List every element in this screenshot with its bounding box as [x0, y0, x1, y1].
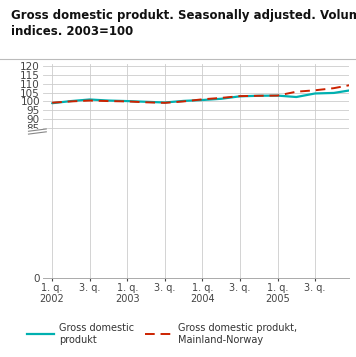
- Gross domestic
produkt: [200, 98, 204, 102]
- Gross domestic produkt,
Mainland-Norway: [238, 94, 242, 98]
- Gross domestic
produkt: [332, 91, 336, 95]
- Gross domestic produkt,
Mainland-Norway: [144, 100, 148, 105]
- Text: Gross domestic produkt. Seasonally adjusted. Volume
indices. 2003=100: Gross domestic produkt. Seasonally adjus…: [11, 9, 356, 38]
- Gross domestic
produkt: [50, 101, 54, 105]
- Gross domestic produkt,
Mainland-Norway: [313, 88, 317, 92]
- Line: Gross domestic
produkt: Gross domestic produkt: [52, 90, 353, 103]
- Gross domestic
produkt: [257, 94, 261, 98]
- Gross domestic
produkt: [182, 99, 186, 103]
- Gross domestic produkt,
Mainland-Norway: [332, 86, 336, 90]
- Gross domestic
produkt: [163, 100, 167, 105]
- Gross domestic produkt,
Mainland-Norway: [294, 90, 298, 94]
- Gross domestic produkt,
Mainland-Norway: [69, 99, 73, 104]
- Gross domestic
produkt: [125, 99, 129, 103]
- Gross domestic produkt,
Mainland-Norway: [50, 101, 54, 105]
- Gross domestic
produkt: [144, 100, 148, 104]
- Gross domestic produkt,
Mainland-Norway: [200, 97, 204, 101]
- Gross domestic
produkt: [219, 97, 223, 101]
- Gross domestic produkt,
Mainland-Norway: [219, 96, 223, 100]
- Gross domestic produkt,
Mainland-Norway: [276, 94, 280, 98]
- Line: Gross domestic produkt,
Mainland-Norway: Gross domestic produkt, Mainland-Norway: [52, 85, 353, 103]
- Gross domestic
produkt: [294, 95, 298, 99]
- Gross domestic
produkt: [351, 88, 355, 92]
- Gross domestic
produkt: [238, 94, 242, 99]
- Legend: Gross domestic
produkt, Gross domestic produkt,
Mainland-Norway: Gross domestic produkt, Gross domestic p…: [23, 319, 300, 348]
- Gross domestic
produkt: [276, 94, 280, 98]
- Gross domestic
produkt: [313, 91, 317, 96]
- Gross domestic produkt,
Mainland-Norway: [163, 101, 167, 105]
- Gross domestic produkt,
Mainland-Norway: [257, 94, 261, 98]
- Gross domestic
produkt: [69, 99, 73, 103]
- Gross domestic
produkt: [88, 97, 92, 102]
- Gross domestic produkt,
Mainland-Norway: [351, 82, 355, 87]
- Gross domestic
produkt: [106, 99, 111, 103]
- Gross domestic produkt,
Mainland-Norway: [88, 99, 92, 103]
- Gross domestic produkt,
Mainland-Norway: [125, 99, 129, 104]
- Gross domestic produkt,
Mainland-Norway: [106, 99, 111, 103]
- Gross domestic produkt,
Mainland-Norway: [182, 99, 186, 104]
